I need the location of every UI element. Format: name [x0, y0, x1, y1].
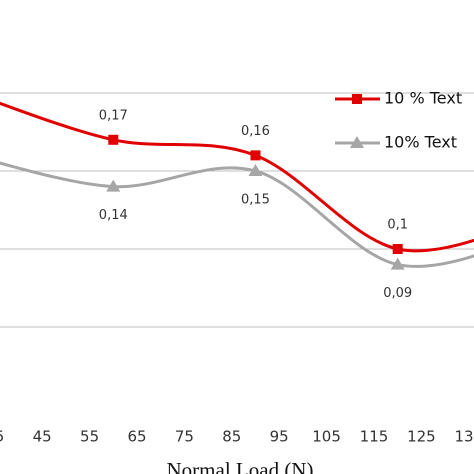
value-label: 0,17	[99, 108, 128, 123]
marker	[392, 243, 403, 254]
legend-label: 10 % Text	[384, 89, 462, 108]
x-tick-label: 95	[270, 428, 289, 446]
x-tick-label: 45	[33, 428, 52, 446]
x-tick-label: 65	[127, 428, 146, 446]
marker	[250, 150, 261, 161]
value-label: 0,15	[241, 192, 270, 207]
value-label: 0,1	[387, 217, 408, 232]
x-tick-label: 105	[312, 428, 341, 446]
marker	[390, 257, 405, 270]
marker	[108, 134, 119, 145]
x-tick-label: 55	[80, 428, 99, 446]
legend-label: 10% Text	[384, 133, 457, 152]
value-label: 0,14	[99, 208, 128, 223]
value-label: 0,16	[241, 124, 270, 139]
marker	[106, 179, 121, 192]
legend-marker	[350, 136, 364, 148]
x-tick-label: 85	[222, 428, 241, 446]
x-tick-label: 135	[454, 428, 474, 446]
legend-marker	[352, 94, 362, 104]
x-tick-label: 125	[407, 428, 436, 446]
marker	[248, 163, 263, 176]
x-tick-label: 115	[360, 428, 389, 446]
x-axis-title: Normal Load (N)	[167, 458, 314, 474]
value-label: 0,09	[383, 286, 412, 301]
x-tick-label: 75	[175, 428, 194, 446]
x-tick-label: 35	[0, 428, 4, 446]
